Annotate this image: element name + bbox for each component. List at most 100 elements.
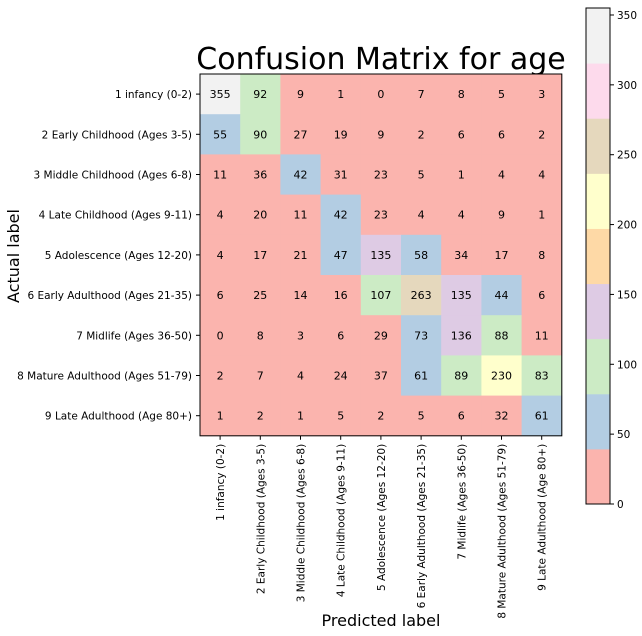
heatmap-cell — [481, 194, 522, 236]
heatmap-cell — [280, 154, 321, 195]
colorbar-tick-label: 350 — [617, 10, 637, 22]
cell-value-label: 20 — [253, 209, 267, 222]
colorbar-tick-label: 200 — [617, 220, 637, 232]
colorbar-tick-label: 300 — [617, 80, 637, 92]
heatmap-cell — [280, 234, 321, 276]
cell-value-label: 1 — [458, 169, 465, 182]
colorbar-segment — [586, 338, 610, 395]
heatmap-cells — [200, 74, 563, 437]
heatmap-cell — [521, 275, 563, 316]
cell-value-label: 44 — [495, 289, 509, 302]
heatmap-cell — [320, 315, 362, 356]
heatmap-cell — [200, 355, 241, 396]
cell-value-label: 42 — [334, 209, 348, 222]
cell-value-label: 5 — [418, 410, 425, 423]
colorbar-segment — [586, 8, 610, 64]
colorbar-tick-label: 150 — [617, 289, 637, 301]
heatmap-cell — [441, 355, 482, 396]
y-tick-label: 3 Middle Childhood (Ages 6-8) — [34, 170, 193, 182]
heatmap-cell — [200, 395, 241, 437]
heatmap-cell — [521, 114, 563, 155]
cell-value-label: 3 — [538, 88, 545, 101]
heatmap-cell — [481, 315, 522, 356]
heatmap-cell — [280, 74, 321, 115]
cell-value-label: 4 — [538, 169, 545, 182]
heatmap-cell — [200, 194, 241, 236]
cell-value-label: 61 — [535, 410, 549, 423]
cell-value-label: 6 — [458, 410, 465, 423]
cell-value-label: 4 — [297, 370, 304, 383]
heatmap-cell — [441, 395, 482, 437]
cell-value-label: 25 — [253, 289, 267, 302]
heatmap-cell — [240, 315, 281, 356]
cell-value-label: 8 — [538, 249, 545, 262]
cell-value-label: 5 — [418, 169, 425, 182]
cell-value-label: 34 — [454, 249, 468, 262]
heatmap-cell — [481, 355, 522, 396]
heatmap-cell — [521, 154, 563, 195]
cell-value-label: 32 — [495, 410, 509, 423]
heatmap-cell — [320, 114, 362, 155]
heatmap-cell — [240, 234, 281, 276]
cell-value-label: 4 — [418, 209, 425, 222]
y-tick-label: 6 Early Adulthood (Ages 21-35) — [27, 290, 192, 302]
heatmap-cell — [320, 355, 362, 396]
colorbar: 0 50 100 150 200 250 300 350 — [585, 7, 637, 511]
cell-value-label: 2 — [217, 370, 224, 383]
colorbar-tick-label: 250 — [617, 150, 637, 162]
colorbar-segment — [586, 118, 610, 174]
cell-value-label: 21 — [294, 249, 308, 262]
y-tick-label: 1 infancy (0-2) — [115, 89, 192, 101]
heatmap-cell — [521, 355, 563, 396]
y-axis: 1 infancy (0-2) 2 Early Childhood (Ages 3… — [17, 89, 200, 423]
y-tick-label: 2 Early Childhood (Ages 3-5) — [42, 129, 192, 141]
colorbar-segment — [586, 63, 610, 119]
heatmap-cell — [320, 395, 362, 437]
cell-value-label: 6 — [337, 329, 344, 342]
cell-value-label: 9 — [297, 88, 304, 101]
heatmap-cell — [320, 154, 362, 195]
heatmap-cell — [360, 114, 402, 155]
heatmap-cell — [360, 355, 402, 396]
cell-value-label: 83 — [535, 370, 549, 383]
cell-value-label: 14 — [294, 289, 308, 302]
colorbar-segment — [586, 393, 610, 450]
heatmap-cell — [240, 114, 281, 155]
cell-value-label: 0 — [217, 329, 224, 342]
cell-value-label: 36 — [253, 169, 267, 182]
cell-value-label: 8 — [257, 329, 264, 342]
heatmap-cell — [360, 74, 402, 115]
cell-value-label: 2 — [377, 410, 384, 423]
heatmap-cell — [360, 275, 402, 316]
heatmap-cell — [360, 395, 402, 437]
x-tick-label: 3 Middle Childhood (Ages 6-8) — [296, 444, 308, 603]
colorbar-segment — [586, 228, 610, 285]
cell-value-label: 3 — [297, 329, 304, 342]
cell-value-label: 5 — [498, 88, 505, 101]
heatmap-cell — [481, 114, 522, 155]
cell-value-label: 1 — [538, 209, 545, 222]
cell-value-label: 58 — [414, 249, 428, 262]
x-tick-label: 1 infancy (0-2) — [215, 444, 227, 521]
cell-value-label: 6 — [458, 128, 465, 141]
heatmap-cell — [401, 114, 442, 155]
cell-value-label: 27 — [294, 128, 308, 141]
heatmap-cell — [280, 275, 321, 316]
cell-value-label: 4 — [458, 209, 465, 222]
heatmap-cell — [240, 74, 281, 115]
cell-value-label: 355 — [210, 88, 231, 101]
heatmap-cell — [441, 74, 482, 115]
cell-value-label: 9 — [498, 209, 505, 222]
heatmap-cell — [280, 315, 321, 356]
colorbar-tick-label: 0 — [617, 499, 624, 511]
x-tick-label: 8 Mature Adulthood (Ages 51-79) — [497, 444, 509, 619]
heatmap-cell — [200, 315, 241, 356]
cell-value-label: 11 — [294, 209, 308, 222]
cell-value-label: 135 — [451, 289, 472, 302]
cell-value-label: 6 — [498, 128, 505, 141]
cell-value-label: 1 — [297, 410, 304, 423]
heatmap-cell — [240, 275, 281, 316]
cell-value-label: 2 — [257, 410, 264, 423]
cell-value-label: 42 — [294, 169, 308, 182]
